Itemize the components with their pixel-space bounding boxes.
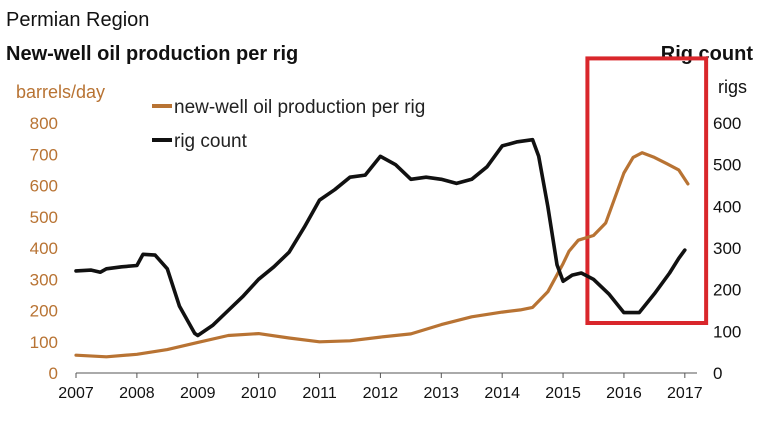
x-tick-label: 2013	[423, 385, 459, 402]
y-tick-label-right: 100	[713, 322, 741, 341]
highlight-box	[585, 56, 709, 326]
x-tick-label: 2014	[484, 385, 520, 402]
y-tick-label-left: 700	[30, 145, 58, 164]
legend-label: new-well oil production per rig	[174, 97, 425, 118]
y-tick-label-left: 600	[30, 177, 58, 196]
x-tick-label: 2016	[606, 385, 642, 402]
y-tick-label-right: 300	[713, 239, 741, 258]
x-tick-label: 2007	[58, 385, 94, 402]
y-tick-label-left: 800	[30, 114, 58, 133]
x-tick-label: 2017	[667, 385, 703, 402]
y-axis-label-right: rigs	[717, 77, 747, 97]
chart-title: New-well oil production per rig	[6, 43, 299, 65]
y-tick-label-left: 200	[30, 302, 58, 321]
y-tick-label-left: 0	[49, 364, 58, 383]
series-line-production	[74, 151, 690, 359]
y-tick-label-left: 500	[30, 208, 58, 227]
y-tick-label-right: 0	[713, 364, 722, 383]
x-tick-label: 2015	[545, 385, 581, 402]
x-tick-label: 2012	[363, 385, 399, 402]
y-tick-label-right: 600	[713, 114, 741, 133]
series-layer	[74, 137, 690, 359]
x-tick-label: 2011	[302, 385, 337, 402]
y-tick-label-right: 200	[713, 281, 741, 300]
legend-label: rig count	[174, 131, 248, 152]
y-tick-label-right: 400	[713, 197, 741, 216]
x-tick-label: 2010	[241, 385, 277, 402]
highlight-layer	[585, 56, 709, 326]
x-tick-label: 2009	[180, 385, 216, 402]
chart-subtitle: Permian Region	[6, 9, 150, 31]
y-axis-label-left: barrels/day	[16, 82, 106, 102]
series-line-rig-count	[74, 137, 687, 338]
y-tick-label-left: 400	[30, 239, 58, 258]
y-tick-label-left: 300	[30, 270, 58, 289]
y-tick-label-left: 100	[30, 333, 58, 352]
legend: new-well oil production per rig rig count	[152, 97, 425, 152]
y-tick-label-right: 500	[713, 156, 741, 175]
axes: 2007 2008 2009 2010 2011 2012 2013 2014 2015 2016…	[30, 114, 742, 402]
x-tick-label: 2008	[119, 385, 155, 402]
